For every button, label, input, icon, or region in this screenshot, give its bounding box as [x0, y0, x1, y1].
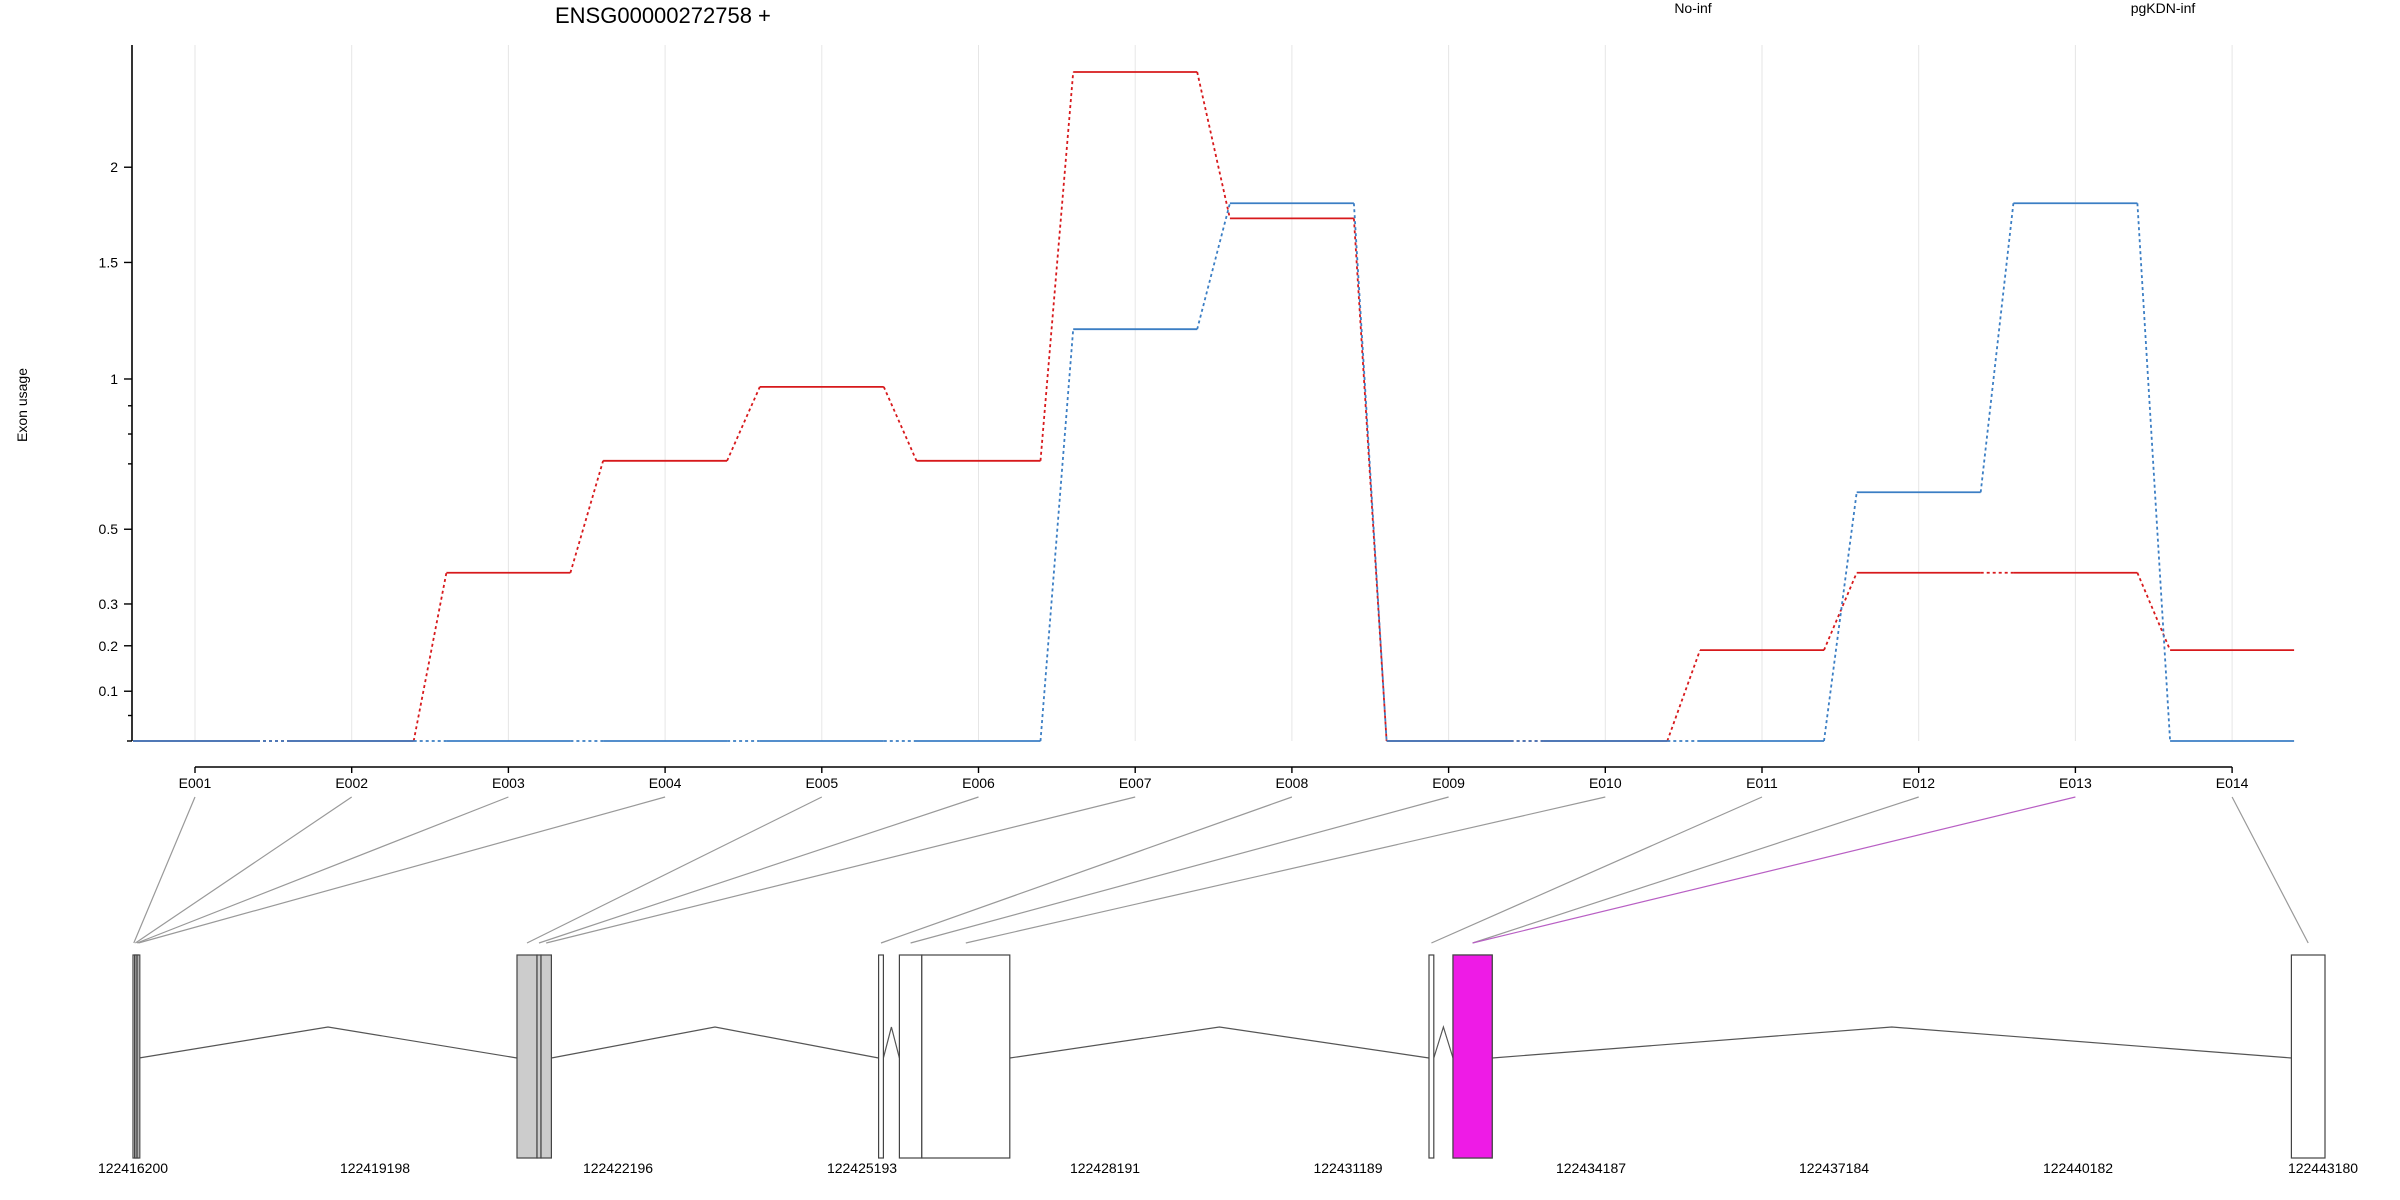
grid-layer [194, 45, 2233, 741]
x-tick-label-e005: E005 [805, 775, 838, 791]
connector-e012 [1472, 796, 1919, 944]
genomic-tick-label: 122422196 [583, 1160, 653, 1176]
intron [551, 1026, 879, 1059]
genomic-tick-label: 122431189 [1313, 1160, 1382, 1176]
connector-e003 [136, 796, 509, 944]
x-tick-label-e013: E013 [2059, 775, 2092, 791]
segment [1039, 71, 1075, 461]
connector-e009 [910, 796, 1449, 944]
legend-no-inf: No-inf [1674, 0, 1711, 16]
exon-box-e004 [137, 954, 141, 1159]
y-tick-label: 0.1 [99, 683, 119, 699]
segment [1979, 203, 2015, 493]
genomic-tick-label: 122428191 [1070, 1160, 1140, 1176]
connector-e004 [138, 796, 666, 944]
connector-e001 [133, 796, 196, 944]
connector-e011 [1431, 796, 1763, 944]
segment [726, 386, 761, 462]
segment [412, 572, 448, 742]
y-tick-label: 2 [110, 159, 118, 175]
connector-e007 [546, 796, 1136, 944]
genomic-tick-label: 122425193 [827, 1160, 897, 1176]
genomic-tick-label: 122443180 [2288, 1160, 2358, 1176]
y-tick-label: 1.5 [99, 254, 119, 270]
axes-layer: 0.1 0.2 0.3 0.5 1 1.5 2 E001 E002 E003 E004 E005 E00… [99, 45, 2249, 791]
series-no-inf [133, 71, 2295, 742]
genomic-tick-label: 122437184 [1799, 1160, 1869, 1176]
x-tick-label-e004: E004 [649, 775, 682, 791]
y-tick-label: 1 [110, 371, 118, 387]
y-tick-label: 0.3 [99, 596, 119, 612]
segment [2136, 572, 2171, 651]
connector-e006 [538, 796, 979, 944]
x-tick-label-e007: E007 [1119, 775, 1152, 791]
exon-box-e009 [898, 954, 923, 1159]
segment [882, 386, 918, 462]
connector-e014 [2231, 796, 2309, 944]
x-tick-label-e010: E010 [1589, 775, 1622, 791]
segment [1196, 71, 1231, 219]
segment [1666, 649, 1701, 742]
connector-layer [133, 796, 2309, 944]
x-tick-label-e008: E008 [1276, 775, 1309, 791]
intron [1433, 1024, 1454, 1059]
segment [1196, 203, 1231, 330]
intron [882, 1026, 900, 1059]
intron [1009, 1026, 1430, 1059]
legend-pgkdn-inf: pgKDN-inf [2131, 0, 2196, 16]
series-pgkdn-inf [133, 202, 2295, 742]
x-tick-label-e011: E011 [1746, 775, 1778, 791]
connector-e013 [1472, 796, 2076, 944]
connector-e005 [526, 796, 823, 944]
x-tick-label-e009: E009 [1432, 775, 1465, 791]
segment [569, 460, 604, 574]
exon-box-e008 [877, 954, 884, 1159]
genomic-tick-label: 122416200 [98, 1160, 168, 1176]
x-tick-label-e012: E012 [1902, 775, 1935, 791]
connector-e010 [965, 796, 1606, 944]
exon-box-e010 [921, 954, 1011, 1159]
x-tick-label-e006: E006 [962, 775, 995, 791]
intron [138, 1026, 518, 1059]
exon-box-e005 [516, 954, 538, 1159]
genomic-tick-label: 122419198 [340, 1160, 410, 1176]
gene-model-layer: 122416200 122419198 122422196 122425193 1224… [98, 954, 2358, 1176]
x-tick-label-e002: E002 [335, 775, 368, 791]
connector-e008 [880, 796, 1293, 944]
exon-box-e011 [1428, 954, 1435, 1159]
x-tick-label-e001: E001 [179, 775, 212, 791]
connector-e002 [135, 796, 353, 944]
exon-box-e007 [540, 954, 552, 1159]
segment [1823, 492, 1858, 742]
x-tick-label-e003: E003 [492, 775, 525, 791]
genomic-tick-label: 122440182 [2043, 1160, 2113, 1176]
exon-box-e013 [1452, 954, 1493, 1159]
chart-title: ENSG00000272758 + [555, 3, 771, 28]
y-tick-label: 0.5 [99, 521, 119, 537]
x-tick-label-e014: E014 [2216, 775, 2249, 791]
intron [1492, 1026, 2292, 1059]
y-axis-label: Exon usage [14, 368, 30, 442]
exon-box-e014 [2290, 954, 2326, 1159]
segment [1823, 572, 1858, 651]
series-layer [133, 71, 2295, 742]
segment [1039, 329, 1075, 742]
y-tick-label: 0.2 [99, 638, 119, 654]
genomic-tick-label: 122434187 [1556, 1160, 1626, 1176]
segment [2136, 203, 2171, 742]
